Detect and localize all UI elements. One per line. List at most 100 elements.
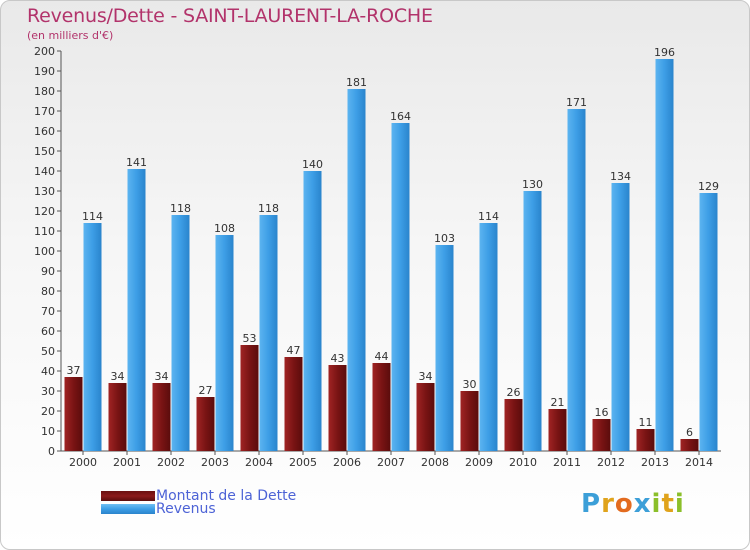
legend-swatch-dette (101, 491, 155, 501)
bar-dette (196, 397, 215, 451)
x-tick-label: 2008 (421, 456, 449, 469)
x-tick-label: 2002 (157, 456, 185, 469)
bar-dette (372, 363, 391, 451)
bar-revenus-label: 114 (82, 210, 103, 223)
bar-revenus-label: 140 (302, 158, 323, 171)
bar-dette-label: 16 (595, 406, 609, 419)
bar-dette (416, 383, 435, 451)
bar-revenus-label: 118 (170, 202, 191, 215)
y-tick-label: 190 (34, 65, 55, 78)
bar-revenus-label: 129 (698, 180, 719, 193)
bar-dette (592, 419, 611, 451)
bar-dette (152, 383, 171, 451)
bar-revenus (699, 193, 718, 451)
x-tick-label: 2011 (553, 456, 581, 469)
x-tick-label: 2004 (245, 456, 273, 469)
bar-dette-label: 34 (419, 370, 433, 383)
y-tick-label: 50 (41, 345, 55, 358)
bar-dette-label: 44 (375, 350, 389, 363)
logo-letter: r (601, 489, 615, 519)
y-tick-label: 100 (34, 245, 55, 258)
logo-letter: i (651, 489, 662, 519)
bar-dette (636, 429, 655, 451)
logo-letter: o (614, 489, 634, 519)
x-tick-label: 2003 (201, 456, 229, 469)
bar-revenus (215, 235, 234, 451)
logo-letter: t (661, 489, 675, 519)
bar-revenus (567, 109, 586, 451)
y-tick-label: 150 (34, 145, 55, 158)
y-tick-label: 170 (34, 105, 55, 118)
bar-revenus (523, 191, 542, 451)
bar-dette (108, 383, 127, 451)
chart-subtitle: (en milliers d'€) (27, 29, 114, 42)
logo-letter: x (633, 489, 652, 519)
y-tick-label: 10 (41, 425, 55, 438)
bar-revenus (83, 223, 102, 451)
bar-revenus-label: 130 (522, 178, 543, 191)
bar-dette-label: 53 (243, 332, 257, 345)
y-tick-label: 70 (41, 305, 55, 318)
bar-revenus-label: 134 (610, 170, 631, 183)
bar-dette-label: 47 (287, 344, 301, 357)
bar-revenus (259, 215, 278, 451)
bar-dette (240, 345, 259, 451)
bar-revenus (391, 123, 410, 451)
bar-revenus-label: 114 (478, 210, 499, 223)
logo-letter: i (674, 489, 685, 519)
bar-revenus-label: 181 (346, 76, 367, 89)
y-tick-label: 160 (34, 125, 55, 138)
x-tick-label: 2005 (289, 456, 317, 469)
y-tick-label: 130 (34, 185, 55, 198)
x-tick-label: 2006 (333, 456, 361, 469)
y-tick-label: 20 (41, 405, 55, 418)
bar-dette-label: 11 (639, 416, 653, 429)
y-tick-label: 140 (34, 165, 55, 178)
bar-revenus (127, 169, 146, 451)
bar-dette (460, 391, 479, 451)
y-tick-label: 120 (34, 205, 55, 218)
bar-revenus-label: 164 (390, 110, 411, 123)
bar-revenus (655, 59, 674, 451)
y-tick-label: 110 (34, 225, 55, 238)
bar-dette-label: 30 (463, 378, 477, 391)
y-tick-label: 90 (41, 265, 55, 278)
bar-revenus-label: 108 (214, 222, 235, 235)
bar-dette-label: 21 (551, 396, 565, 409)
logo-letter: P (581, 489, 602, 519)
bar-revenus-label: 141 (126, 156, 147, 169)
bar-dette (548, 409, 567, 451)
bar-revenus-label: 103 (434, 232, 455, 245)
bar-dette (680, 439, 699, 451)
bar-revenus-label: 196 (654, 46, 675, 59)
y-tick-label: 30 (41, 385, 55, 398)
x-tick-label: 2013 (641, 456, 669, 469)
bar-dette-label: 27 (199, 384, 213, 397)
bar-dette-label: 34 (155, 370, 169, 383)
x-tick-label: 2007 (377, 456, 405, 469)
bar-dette (284, 357, 303, 451)
bar-dette-label: 34 (111, 370, 125, 383)
bar-revenus (479, 223, 498, 451)
bar-revenus (303, 171, 322, 451)
chart-title: Revenus/Dette - SAINT-LAURENT-LA-ROCHE (27, 5, 433, 27)
bar-revenus-label: 171 (566, 96, 587, 109)
bar-revenus-label: 118 (258, 202, 279, 215)
y-tick-label: 0 (48, 445, 55, 458)
y-tick-label: 200 (34, 45, 55, 58)
proxiti-logo: Proxiti (581, 489, 685, 519)
x-tick-label: 2009 (465, 456, 493, 469)
bar-dette (328, 365, 347, 451)
legend-label-dette: Montant de la Dette (156, 488, 297, 504)
y-tick-label: 180 (34, 85, 55, 98)
bar-dette (504, 399, 523, 451)
bar-dette (64, 377, 83, 451)
x-tick-label: 2001 (113, 456, 141, 469)
x-tick-label: 2000 (69, 456, 97, 469)
bar-dette-label: 43 (331, 352, 345, 365)
bar-dette-label: 6 (686, 426, 693, 439)
bar-revenus (347, 89, 366, 451)
bar-dette-label: 37 (67, 364, 81, 377)
bar-dette-label: 26 (507, 386, 521, 399)
